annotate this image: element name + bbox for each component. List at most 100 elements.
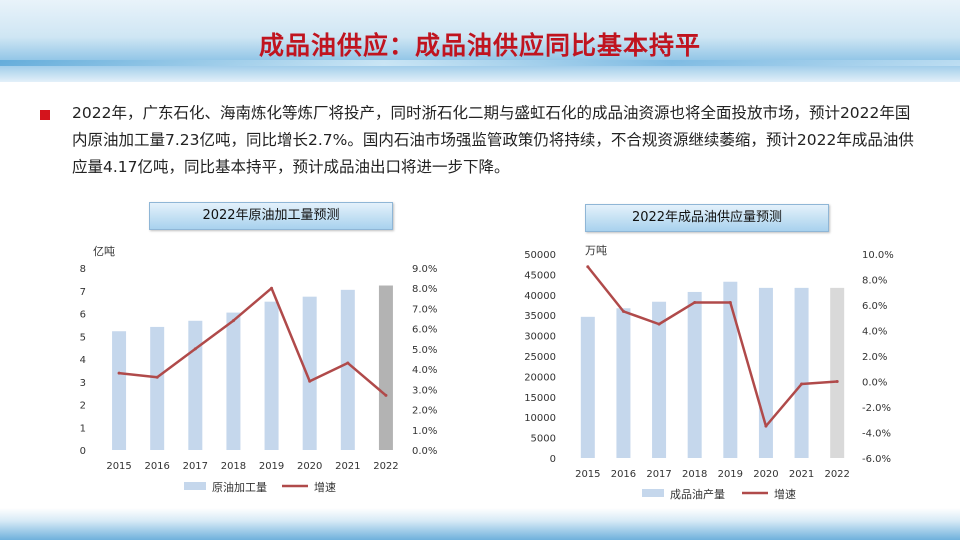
page-title: 成品油供应：成品油供应同比基本持平 [258, 31, 701, 60]
bar-2016 [150, 326, 165, 450]
x-tick-label: 2017 [183, 461, 208, 472]
bar-2017 [188, 320, 203, 450]
growth-point-2017 [657, 322, 661, 326]
x-tick-label: 2019 [718, 469, 743, 480]
bar-2015 [112, 331, 127, 450]
y-right-tick-label: 4.0% [412, 365, 437, 376]
growth-point-2020 [764, 424, 768, 428]
x-tick-label: 2015 [106, 461, 131, 472]
y-right-tick-label: 2.0% [412, 406, 437, 417]
chart-refined-oil-supply: 万吨 0 5000 10000 15000 20000 25000 30000 35000 400… [524, 244, 894, 501]
y-left-tick-label: 5 [80, 332, 86, 343]
x-tick-label: 2015 [575, 469, 600, 480]
y-left-tick-label: 35000 [524, 311, 556, 322]
y-left-tick-label: 15000 [524, 393, 556, 404]
y-left-tick-label: 30000 [524, 332, 556, 343]
y-left-tick-label: 50000 [524, 250, 556, 261]
bar-2019 [723, 281, 738, 458]
y-right-tick-label: -4.0% [862, 429, 891, 440]
y-left-tick-label: 45000 [524, 270, 556, 281]
unit-label: 亿吨 [93, 245, 115, 258]
growth-rate-line [586, 265, 838, 428]
growth-point-2020 [308, 379, 312, 383]
unit-label: 万吨 [585, 244, 607, 257]
growth-point-2016 [621, 309, 625, 313]
x-tick-label: 2016 [611, 469, 636, 480]
x-tick-label: 2018 [221, 461, 246, 472]
y-left-tick-label: 0 [550, 454, 556, 465]
footer-band [0, 508, 960, 540]
legend-bar-label: 原油加工量 [212, 480, 267, 494]
y-left-tick-label: 25000 [524, 352, 556, 363]
x-tick-label: 2022 [824, 469, 849, 480]
y-left-tick-label: 2 [80, 401, 86, 412]
bar-2015 [580, 316, 595, 458]
y-right-tick-label: 10.0% [862, 250, 894, 261]
x-tick-label: 2020 [297, 461, 322, 472]
y-left-tick-label: 40000 [524, 291, 556, 302]
y-left-tick-label: 1 [80, 423, 86, 434]
y-right-tick-label: 8.0% [412, 284, 437, 295]
chart-title-refined-oil-supply: 2022年成品油供应量预测 [585, 204, 829, 232]
y-right-tick-label: 1.0% [412, 426, 437, 437]
legend-line-label: 增速 [774, 487, 796, 501]
y-right-tick-label: -6.0% [862, 454, 891, 465]
y-right-tick-label: 3.0% [412, 385, 437, 396]
bar-2017 [652, 301, 667, 458]
y-left-tick-label: 20000 [524, 372, 556, 383]
y-right-tick-label: 5.0% [412, 345, 437, 356]
x-tick-label: 2021 [335, 461, 360, 472]
y-right-tick-label: 4.0% [862, 327, 887, 338]
x-tick-label: 2020 [753, 469, 778, 480]
y-right-tick-label: 7.0% [412, 304, 437, 315]
growth-point-2018 [231, 319, 235, 323]
x-tick-label: 2017 [646, 469, 671, 480]
legend-line-label: 增速 [314, 480, 336, 494]
growth-point-2022 [835, 380, 839, 383]
legend-bar-swatch [184, 482, 206, 490]
growth-point-2021 [346, 361, 350, 365]
x-tick-label: 2022 [373, 461, 398, 472]
bar-2019 [264, 301, 279, 450]
growth-point-2021 [800, 382, 804, 386]
bar-2021 [340, 289, 355, 450]
header-band [0, 0, 960, 82]
bar-2022 [830, 287, 845, 458]
x-tick-label: 2019 [259, 461, 284, 472]
growth-point-2015 [586, 265, 590, 269]
y-left-tick-label: 10000 [524, 413, 556, 424]
y-right-tick-label: 8.0% [862, 276, 887, 287]
chart-crude-processing: 亿吨 0 1 2 3 4 5 6 7 8 0.0% 1.0% 2.0% 3.0% 4.0% 5.0% 6.0% 7… [80, 245, 438, 494]
bar-2018 [226, 312, 241, 450]
bar-2022 [378, 285, 393, 450]
y-left-tick-label: 4 [80, 355, 86, 366]
growth-point-2015 [117, 371, 121, 375]
growth-point-2022 [384, 393, 388, 397]
x-tick-label: 2016 [144, 461, 169, 472]
growth-point-2016 [155, 375, 159, 379]
legend-bar-label: 成品油产量 [670, 487, 725, 501]
growth-point-2017 [193, 347, 197, 351]
y-right-tick-label: 6.0% [412, 325, 437, 336]
y-left-tick-label: 5000 [531, 434, 556, 445]
bar-2020 [302, 296, 317, 450]
growth-point-2018 [693, 300, 697, 304]
chart-title-crude-processing: 2022年原油加工量预测 [149, 202, 393, 230]
y-right-tick-label: 6.0% [862, 301, 887, 312]
bar-2018 [687, 291, 702, 458]
y-left-tick-label: 8 [80, 264, 86, 275]
bullet-marker [40, 110, 50, 120]
y-left-tick-label: 7 [80, 287, 86, 298]
y-right-tick-label: 9.0% [412, 264, 437, 275]
x-tick-label: 2018 [682, 469, 707, 480]
y-right-tick-label: 0.0% [862, 378, 887, 389]
y-right-tick-label: 0.0% [412, 446, 437, 457]
growth-point-2019 [728, 300, 732, 304]
growth-point-2019 [270, 286, 274, 290]
bar-2016 [616, 308, 631, 458]
y-right-tick-label: -2.0% [862, 403, 891, 414]
y-left-tick-label: 6 [80, 310, 86, 321]
bar-2021 [794, 287, 809, 458]
y-right-tick-label: 2.0% [862, 352, 887, 363]
y-left-tick-label: 3 [80, 378, 86, 389]
